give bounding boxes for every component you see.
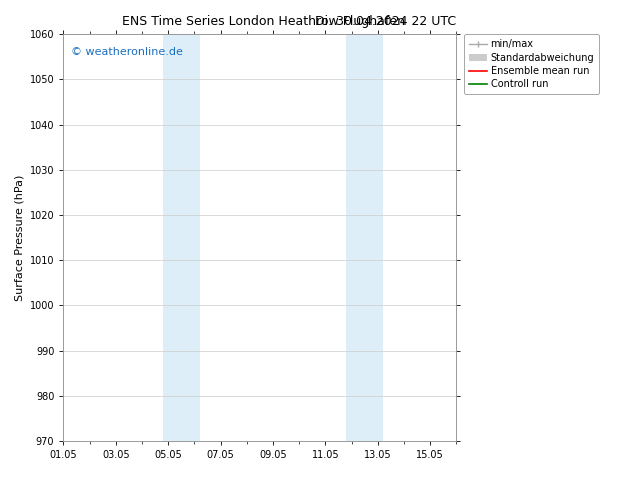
Text: ENS Time Series London Heathrow Flughafen: ENS Time Series London Heathrow Flughafe… — [122, 15, 405, 28]
Y-axis label: Surface Pressure (hPa): Surface Pressure (hPa) — [14, 174, 24, 301]
Text: Di. 30.04.2024 22 UTC: Di. 30.04.2024 22 UTC — [315, 15, 456, 28]
Bar — [163, 34, 200, 441]
Bar — [346, 34, 383, 441]
Text: © weatheronline.de: © weatheronline.de — [71, 47, 183, 56]
Legend: min/max, Standardabweichung, Ensemble mean run, Controll run: min/max, Standardabweichung, Ensemble me… — [464, 34, 599, 94]
